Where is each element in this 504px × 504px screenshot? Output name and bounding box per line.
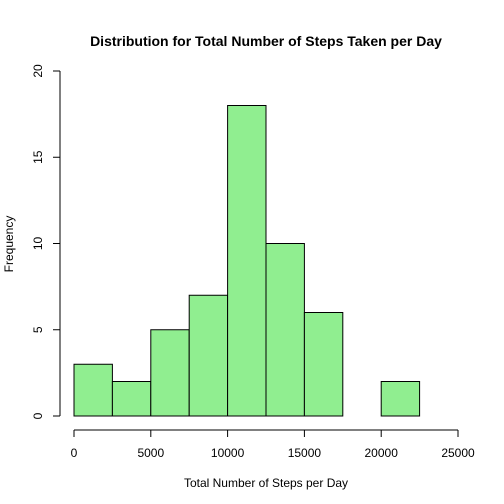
y-tick-label: 10 — [31, 237, 45, 251]
y-tick-label: 0 — [31, 412, 45, 419]
x-tick-label: 25000 — [441, 446, 475, 460]
y-tick-label: 20 — [31, 64, 45, 78]
histogram-bar — [227, 105, 267, 417]
histogram-bar — [73, 363, 113, 417]
y-axis: 0 5 10 15 20 — [31, 64, 61, 419]
y-axis-label: Frequency — [2, 216, 16, 273]
histogram-bar — [303, 312, 344, 417]
histogram-bar — [265, 243, 305, 417]
bars-group — [73, 105, 421, 417]
x-tick-label: 0 — [71, 446, 78, 460]
x-axis: 0 5000 10000 15000 20000 25000 — [71, 429, 475, 460]
histogram-bar — [380, 381, 421, 417]
x-tick-label: 20000 — [365, 446, 399, 460]
y-tick-label: 15 — [31, 150, 45, 164]
histogram-bar — [188, 294, 229, 417]
x-tick-label: 10000 — [211, 446, 245, 460]
histogram-bar — [111, 381, 152, 417]
histogram-bar — [150, 329, 190, 417]
chart-title: Distribution for Total Number of Steps T… — [90, 33, 442, 49]
x-tick-label: 5000 — [137, 446, 164, 460]
x-tick-label: 15000 — [288, 446, 322, 460]
x-axis-label: Total Number of Steps per Day — [184, 476, 348, 490]
y-tick-label: 5 — [31, 326, 45, 333]
